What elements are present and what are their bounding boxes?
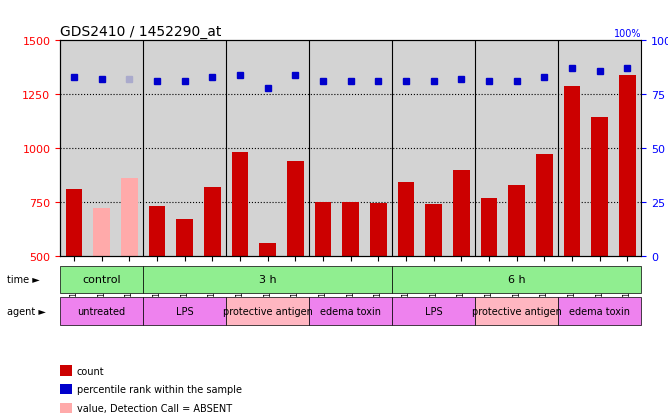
Bar — [453, 170, 470, 363]
FancyBboxPatch shape — [60, 266, 143, 294]
Bar — [94, 209, 110, 363]
Text: LPS: LPS — [176, 306, 194, 316]
Bar — [343, 202, 359, 363]
Bar — [259, 243, 276, 363]
Bar — [564, 86, 580, 363]
Text: value, Detection Call = ABSENT: value, Detection Call = ABSENT — [77, 403, 232, 413]
Bar — [591, 118, 608, 363]
Bar — [508, 185, 525, 363]
Bar — [149, 206, 165, 363]
Text: GDS2410 / 1452290_at: GDS2410 / 1452290_at — [60, 25, 222, 39]
FancyBboxPatch shape — [143, 266, 392, 294]
Bar — [315, 202, 331, 363]
FancyBboxPatch shape — [143, 297, 226, 325]
Text: protective antigen: protective antigen — [472, 306, 562, 316]
FancyBboxPatch shape — [475, 297, 558, 325]
Bar — [426, 204, 442, 363]
Text: 100%: 100% — [614, 29, 641, 39]
Text: count: count — [77, 366, 104, 376]
FancyBboxPatch shape — [226, 297, 309, 325]
Bar — [204, 188, 220, 363]
Bar — [370, 204, 387, 363]
FancyBboxPatch shape — [392, 297, 475, 325]
Bar — [481, 198, 498, 363]
Text: edema toxin: edema toxin — [569, 306, 631, 316]
Text: LPS: LPS — [425, 306, 442, 316]
Bar — [397, 183, 414, 363]
Bar — [619, 76, 636, 363]
Text: protective antigen: protective antigen — [222, 306, 313, 316]
Bar — [121, 179, 138, 363]
Bar — [287, 161, 304, 363]
Text: control: control — [82, 275, 121, 285]
Bar — [536, 155, 552, 363]
Text: agent ►: agent ► — [7, 306, 45, 316]
FancyBboxPatch shape — [60, 297, 143, 325]
FancyBboxPatch shape — [309, 297, 392, 325]
Text: 6 h: 6 h — [508, 275, 526, 285]
Bar — [232, 153, 248, 363]
Bar — [65, 190, 82, 363]
Text: untreated: untreated — [77, 306, 126, 316]
FancyBboxPatch shape — [392, 266, 641, 294]
FancyBboxPatch shape — [558, 297, 641, 325]
Text: percentile rank within the sample: percentile rank within the sample — [77, 385, 242, 394]
Text: time ►: time ► — [7, 275, 39, 285]
Text: edema toxin: edema toxin — [320, 306, 381, 316]
Text: 3 h: 3 h — [259, 275, 277, 285]
Bar — [176, 220, 193, 363]
